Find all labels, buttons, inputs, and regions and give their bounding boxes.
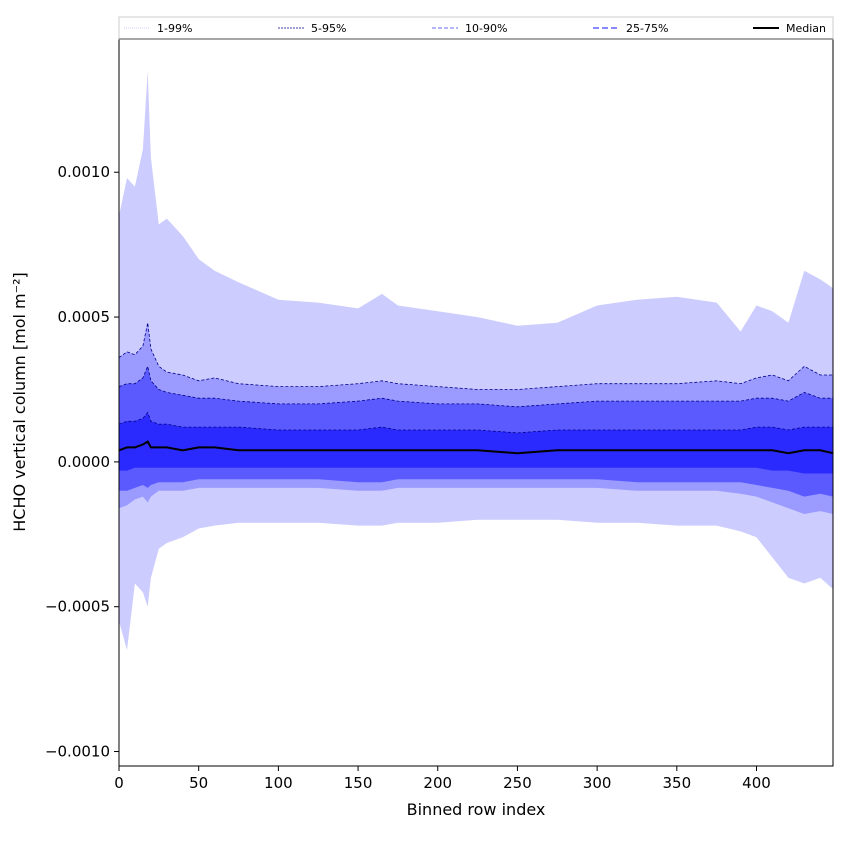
legend-label-median: Median — [786, 22, 826, 35]
x-tick-label: 300 — [583, 774, 612, 792]
x-tick-label: 200 — [423, 774, 452, 792]
band-edge-5-95 — [118, 322, 833, 390]
x-tick-label: 150 — [344, 774, 373, 792]
y-tick-label: 0.0000 — [58, 453, 111, 471]
x-tick-label: 100 — [264, 774, 293, 792]
x-axis-label: Binned row index — [407, 800, 546, 819]
legend: 1-99% 5-95% 10-90% 25-75% Median — [118, 16, 834, 40]
y-tick-label: −0.0010 — [45, 743, 110, 761]
y-axis-label: HCHO vertical column [mol m⁻²] — [10, 272, 29, 531]
percentile-edges — [118, 322, 833, 434]
band-edge-25-75 — [118, 411, 833, 434]
x-tick-label: 400 — [742, 774, 771, 792]
legend-label-5-95: 5-95% — [311, 22, 346, 35]
band-25-75 — [119, 412, 833, 474]
median-line — [118, 440, 834, 455]
y-tick-label: −0.0005 — [45, 598, 110, 616]
x-tick-label: 50 — [189, 774, 208, 792]
legend-label-25-75: 25-75% — [626, 22, 668, 35]
legend-label-10-90: 10-90% — [465, 22, 507, 35]
band-1-99 — [119, 70, 833, 651]
y-axis-ticks: −0.0010 −0.0005 0.0000 0.0005 0.0010 — [45, 163, 119, 761]
x-tick-label: 350 — [662, 774, 691, 792]
band-edge-10-90 — [118, 364, 833, 408]
x-tick-label: 0 — [114, 774, 124, 792]
y-tick-label: 0.0005 — [58, 308, 111, 326]
x-axis-ticks: 0 50 100 150 200 250 300 350 400 — [114, 766, 771, 792]
legend-label-1-99: 1-99% — [157, 22, 192, 35]
x-tick-label: 250 — [503, 774, 532, 792]
y-tick-label: 0.0010 — [58, 163, 111, 181]
percentile-bands — [119, 70, 833, 651]
median-series — [118, 440, 834, 455]
